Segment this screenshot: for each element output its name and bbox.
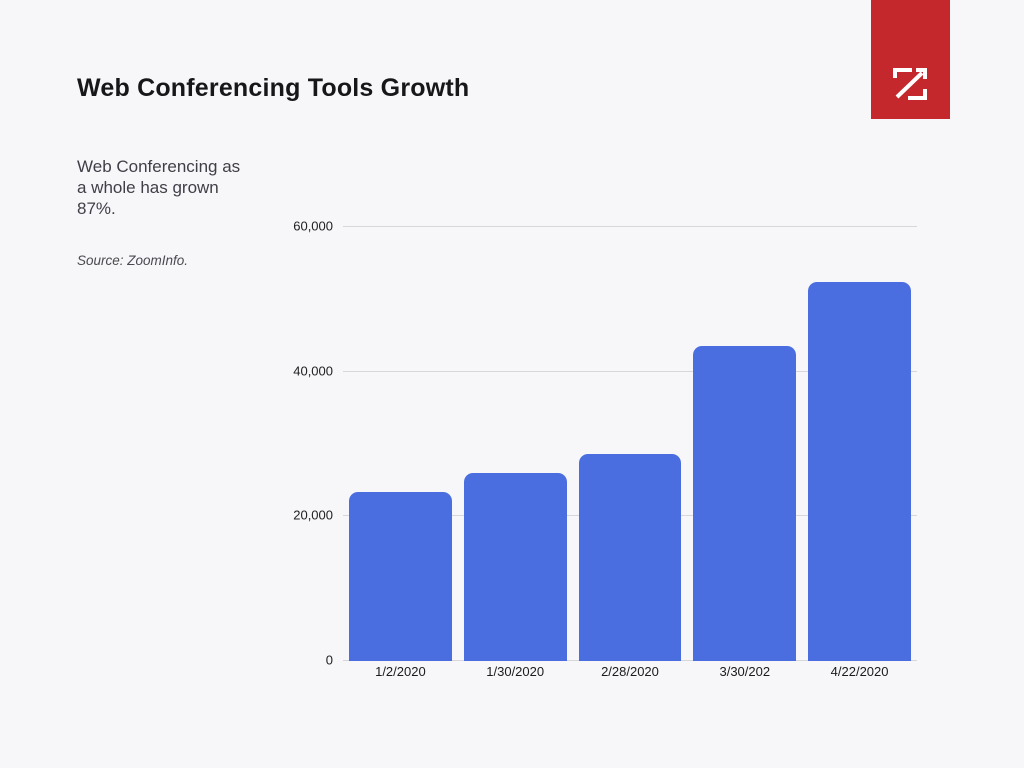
bars-row [343,227,917,661]
x-tick-label: 1/2/2020 [375,664,426,679]
x-tick-label: 2/28/2020 [601,664,659,679]
page-title: Web Conferencing Tools Growth [77,74,470,102]
bar-column [687,227,802,661]
x-tick-label: 3/30/202 [719,664,771,679]
y-tick-label: 0 [325,652,333,668]
bar [349,491,452,661]
bar-chart: 60,000 40,000 20,000 0 1/2/2020 1/30/2020 2/2… [293,219,917,679]
y-tick-label: 20,000 [293,507,333,523]
x-tick-label: 1/30/2020 [486,664,545,679]
bar-column [458,227,573,661]
z-arrow-icon [893,68,927,100]
bar [693,346,797,661]
x-axis-labels: 1/2/2020 1/30/2020 2/28/2020 3/30/202 4/22/2… [343,664,917,679]
bar-column [573,227,688,661]
chart-description: Web Conferencing as a whole has grown 87… [77,157,241,218]
gridline: 60,000 [293,219,917,234]
bar-column [343,227,458,661]
bar [463,472,567,661]
gridline: 40,000 [293,363,917,378]
zoominfo-logo [871,0,950,119]
bar-column [802,227,917,661]
y-tick-label: 60,000 [293,218,333,234]
x-tick-label: 4/22/2020 [830,664,889,679]
bar [578,454,682,661]
y-tick-label: 40,000 [293,363,333,379]
source-citation: Source: ZoomInfo. [77,253,189,268]
bar [808,281,911,661]
